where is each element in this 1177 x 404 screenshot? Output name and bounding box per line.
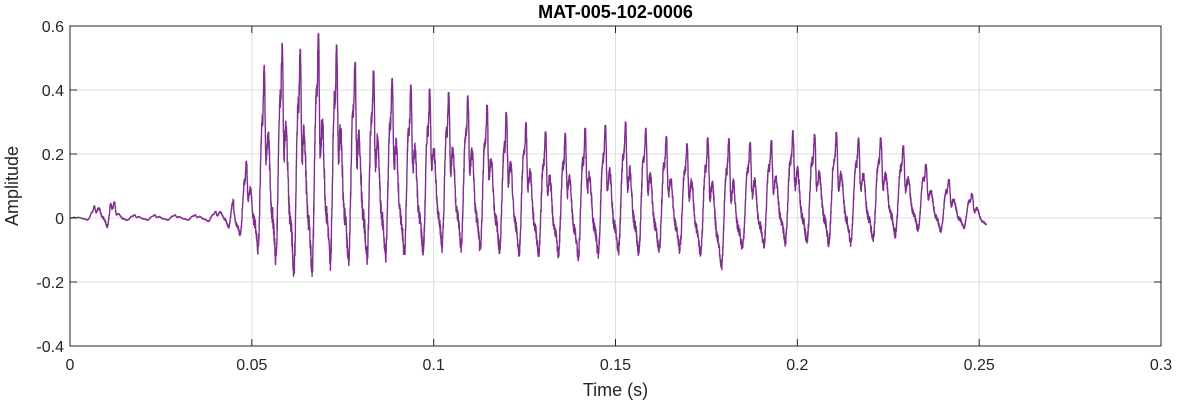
y-tick-label: -0.2 — [36, 275, 64, 292]
x-tick-label: 0.15 — [600, 357, 631, 374]
x-tick-label: 0.2 — [786, 357, 808, 374]
y-tick-label: 0 — [55, 211, 64, 228]
x-tick-label: 0.3 — [1150, 357, 1172, 374]
x-tick-label: 0.1 — [423, 357, 445, 374]
x-axis-ticks: 0 0.05 0.1 0.15 0.2 0.25 0.3 — [66, 26, 1172, 374]
x-tick-label: 0.25 — [964, 357, 995, 374]
waveform-line — [69, 32, 988, 277]
y-tick-label: -0.4 — [36, 339, 64, 356]
chart-title: MAT-005-102-0006 — [538, 2, 693, 22]
x-axis-title: Time (s) — [583, 380, 648, 400]
y-tick-label: 0.2 — [42, 147, 64, 164]
x-tick-label: 0.05 — [236, 357, 267, 374]
x-tick-label: 0 — [66, 357, 75, 374]
y-tick-label: 0.6 — [42, 19, 64, 36]
y-tick-label: 0.4 — [42, 83, 64, 100]
waveform-layer — [69, 32, 988, 277]
grid — [69, 25, 1162, 347]
y-axis-ticks: -0.4 -0.2 0 0.2 0.4 0.6 — [36, 19, 1161, 356]
y-axis-title: Amplitude — [2, 146, 22, 226]
